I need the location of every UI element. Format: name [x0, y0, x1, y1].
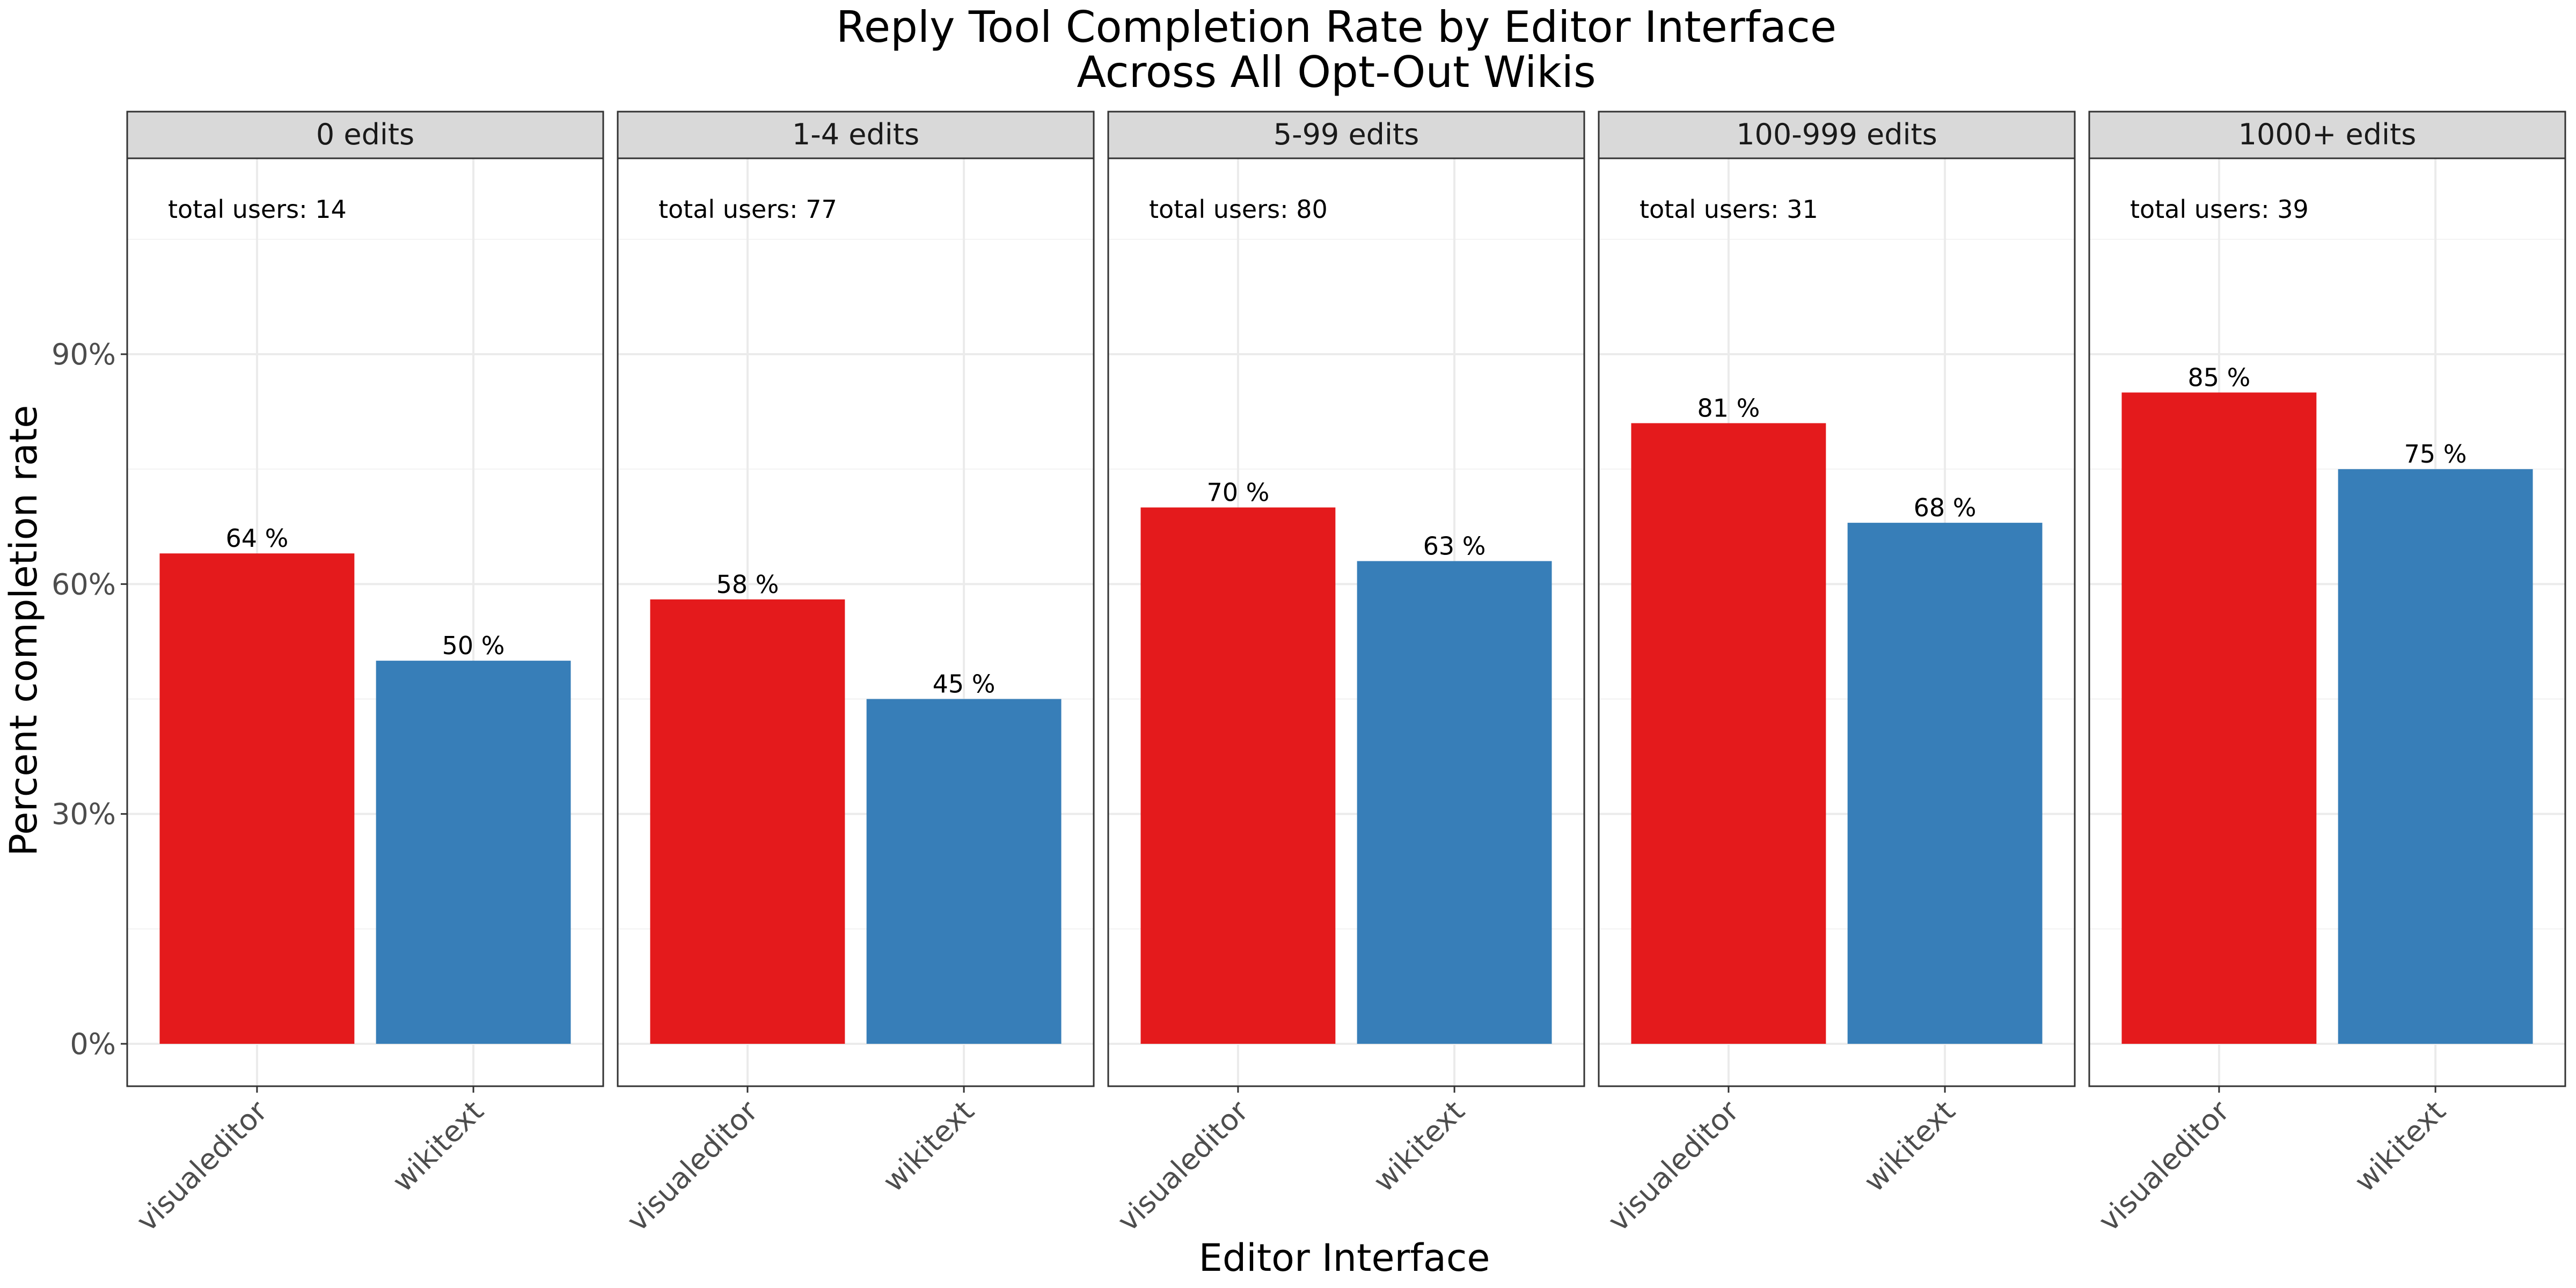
bar-visualeditor — [650, 599, 845, 1044]
y-tick-label: 90% — [52, 338, 116, 371]
bar-value-label: 68 % — [1914, 493, 1977, 522]
facet-strip — [2088, 111, 2566, 159]
bar-value-label: 50 % — [442, 631, 505, 660]
bar-visualeditor — [1631, 423, 1826, 1044]
y-axis-title: Percent completion rate — [2, 405, 46, 857]
bar-value-label: 75 % — [2404, 440, 2467, 469]
facet-strip-label: 100-999 edits — [1736, 118, 1937, 151]
bar-visualeditor — [2121, 392, 2317, 1044]
y-axis: 0% 30% 60% 90% — [52, 338, 127, 1061]
bar-visualeditor — [1140, 507, 1336, 1044]
facet-panel: 58 %45 %total users: 771-4 editsvisualed… — [617, 111, 1095, 1238]
facet-strip — [617, 111, 1095, 159]
bar-wikitext — [866, 699, 1062, 1044]
bar-value-label: 58 % — [716, 570, 779, 599]
facet-panels: 64 %50 %total users: 140 editsvisualedit… — [126, 111, 2566, 1238]
y-tick-label: 30% — [52, 797, 116, 831]
x-axis-title: Editor Interface — [1199, 1236, 1490, 1280]
bar-wikitext — [1357, 561, 1552, 1044]
facet-strip-label: 0 edits — [316, 118, 414, 151]
facet-strip-label: 1000+ edits — [2238, 118, 2417, 151]
bar-wikitext — [376, 661, 571, 1044]
bar-value-label: 70 % — [1206, 478, 1269, 507]
panel-total-users: total users: 31 — [1640, 195, 1818, 224]
bar-value-label: 63 % — [1423, 532, 1486, 561]
bar-value-label: 81 % — [1697, 394, 1760, 423]
bar-value-label: 85 % — [2187, 363, 2250, 392]
bar-value-label: 64 % — [225, 524, 288, 553]
facet-strip-label: 1-4 edits — [792, 118, 919, 151]
facet-strip — [1598, 111, 2076, 159]
panel-total-users: total users: 80 — [1149, 195, 1328, 224]
bar-wikitext — [1847, 523, 2043, 1044]
facet-strip — [126, 111, 604, 159]
panel-total-users: total users: 14 — [168, 195, 347, 224]
panel-total-users: total users: 77 — [658, 195, 837, 224]
chart-title: Reply Tool Completion Rate by Editor Int… — [836, 2, 1836, 52]
panel-total-users: total users: 39 — [2130, 195, 2309, 224]
bar-wikitext — [2338, 469, 2533, 1044]
bar-value-label: 45 % — [933, 670, 996, 699]
facet-strip-label: 5-99 edits — [1274, 118, 1419, 151]
facet-panel: 64 %50 %total users: 140 editsvisualedit… — [126, 111, 604, 1238]
bar-visualeditor — [159, 553, 355, 1044]
facet-panel: 70 %63 %total users: 805-99 editsvisuale… — [1107, 111, 1585, 1238]
facet-strip — [1107, 111, 1585, 159]
y-tick-label: 0% — [70, 1027, 116, 1061]
y-tick-label: 60% — [52, 567, 116, 601]
chart-subtitle: Across All Opt-Out Wikis — [1077, 47, 1596, 97]
